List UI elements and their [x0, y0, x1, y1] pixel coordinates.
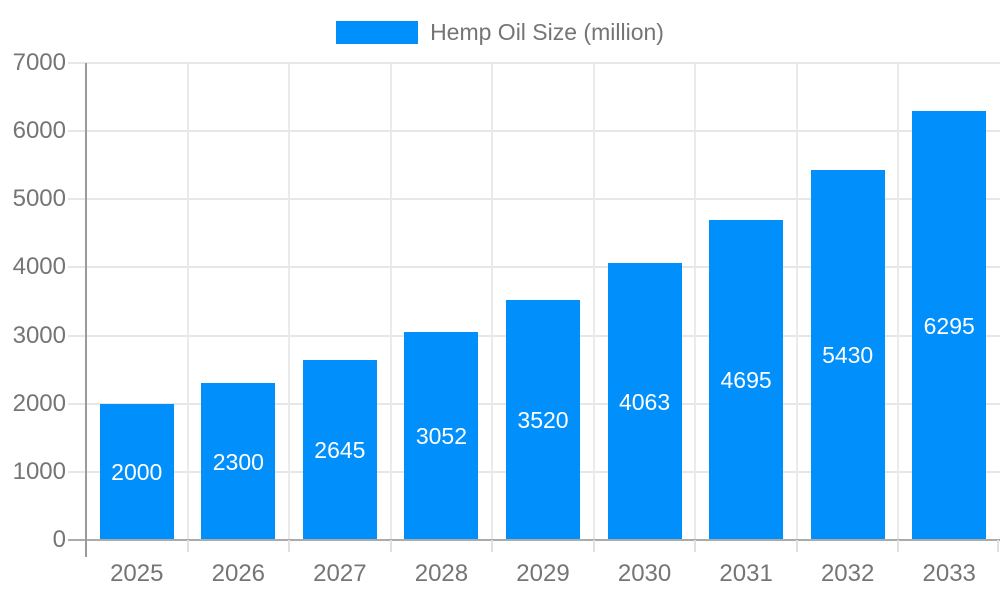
y-tick-label-3000: 3000	[12, 321, 66, 349]
bar-value-label: 2000	[111, 458, 163, 485]
x-axis-tick	[186, 540, 189, 552]
x-tick-label-2027: 2027	[313, 560, 367, 587]
y-tick-label-5000: 5000	[12, 185, 66, 213]
x-tick-label-2031: 2031	[719, 560, 773, 587]
legend-marker-hemp-oil	[336, 20, 419, 44]
bar-2027[interactable]: 2645	[302, 359, 377, 540]
bar-2030[interactable]: 4063	[607, 263, 682, 540]
gridline-h-7000	[68, 62, 1000, 64]
x-tick-label-2025: 2025	[110, 560, 164, 587]
x-axis-line	[68, 539, 1000, 541]
gridline-v	[389, 63, 392, 540]
y-tick-label-6000: 6000	[12, 117, 66, 145]
bar-value-label: 4063	[618, 388, 671, 415]
bar-2025[interactable]: 2000	[99, 403, 174, 540]
bar-value-label: 3052	[415, 423, 468, 449]
x-tick-label-2028: 2028	[414, 560, 469, 587]
bar-value-label: 2645	[314, 436, 366, 463]
gridline-v	[795, 63, 798, 540]
y-tick-label-2000: 2000	[12, 389, 66, 417]
x-axis-tick	[288, 540, 291, 552]
gridline-v	[694, 63, 697, 540]
gridline-v	[491, 63, 494, 540]
gridline-v	[288, 63, 291, 540]
y-tick-label-0: 0	[52, 526, 66, 553]
bar-value-label: 3520	[517, 407, 569, 434]
x-axis-tick	[694, 540, 697, 552]
gridline-v	[897, 63, 900, 540]
x-axis-tick	[389, 540, 392, 552]
bar-2033[interactable]: 6295	[912, 111, 987, 540]
gridline-h-4000	[68, 266, 1000, 269]
x-axis-tick	[795, 540, 798, 552]
legend[interactable]: Hemp Oil Size (million)	[0, 20, 1000, 44]
bar-value-label: 5430	[822, 341, 874, 368]
x-axis-tick	[897, 540, 900, 552]
gridline-h-5000	[68, 198, 1000, 201]
gridline-h-6000	[68, 130, 1000, 133]
y-tick-label-1000: 1000	[12, 457, 66, 485]
x-tick-label-2030: 2030	[617, 560, 672, 587]
bar-2028[interactable]: 3052	[404, 332, 479, 540]
bar-value-label: 6295	[923, 312, 975, 339]
gridline-v	[186, 63, 189, 540]
x-axis-tick	[997, 540, 999, 552]
bar-2031[interactable]: 4695	[709, 220, 784, 540]
y-tick-label-7000: 7000	[12, 49, 66, 76]
y-tick-label-4000: 4000	[12, 253, 66, 281]
bar-2032[interactable]: 5430	[810, 169, 885, 540]
x-tick-label-2032: 2032	[820, 560, 875, 587]
x-axis-tick	[592, 540, 595, 552]
bar-2026[interactable]: 2300	[201, 383, 276, 540]
x-tick-label-2026: 2026	[211, 560, 266, 587]
y-axis-line	[85, 63, 87, 557]
x-tick-label-2029: 2029	[516, 560, 570, 587]
x-tick-label-2033: 2033	[922, 560, 976, 587]
legend-label: Hemp Oil Size (million)	[430, 19, 664, 45]
bar-2029[interactable]: 3520	[506, 300, 580, 540]
bar-value-label: 2300	[212, 448, 264, 475]
gridline-v	[592, 63, 595, 540]
bar-value-label: 4695	[720, 367, 772, 394]
x-axis-tick	[491, 540, 494, 552]
